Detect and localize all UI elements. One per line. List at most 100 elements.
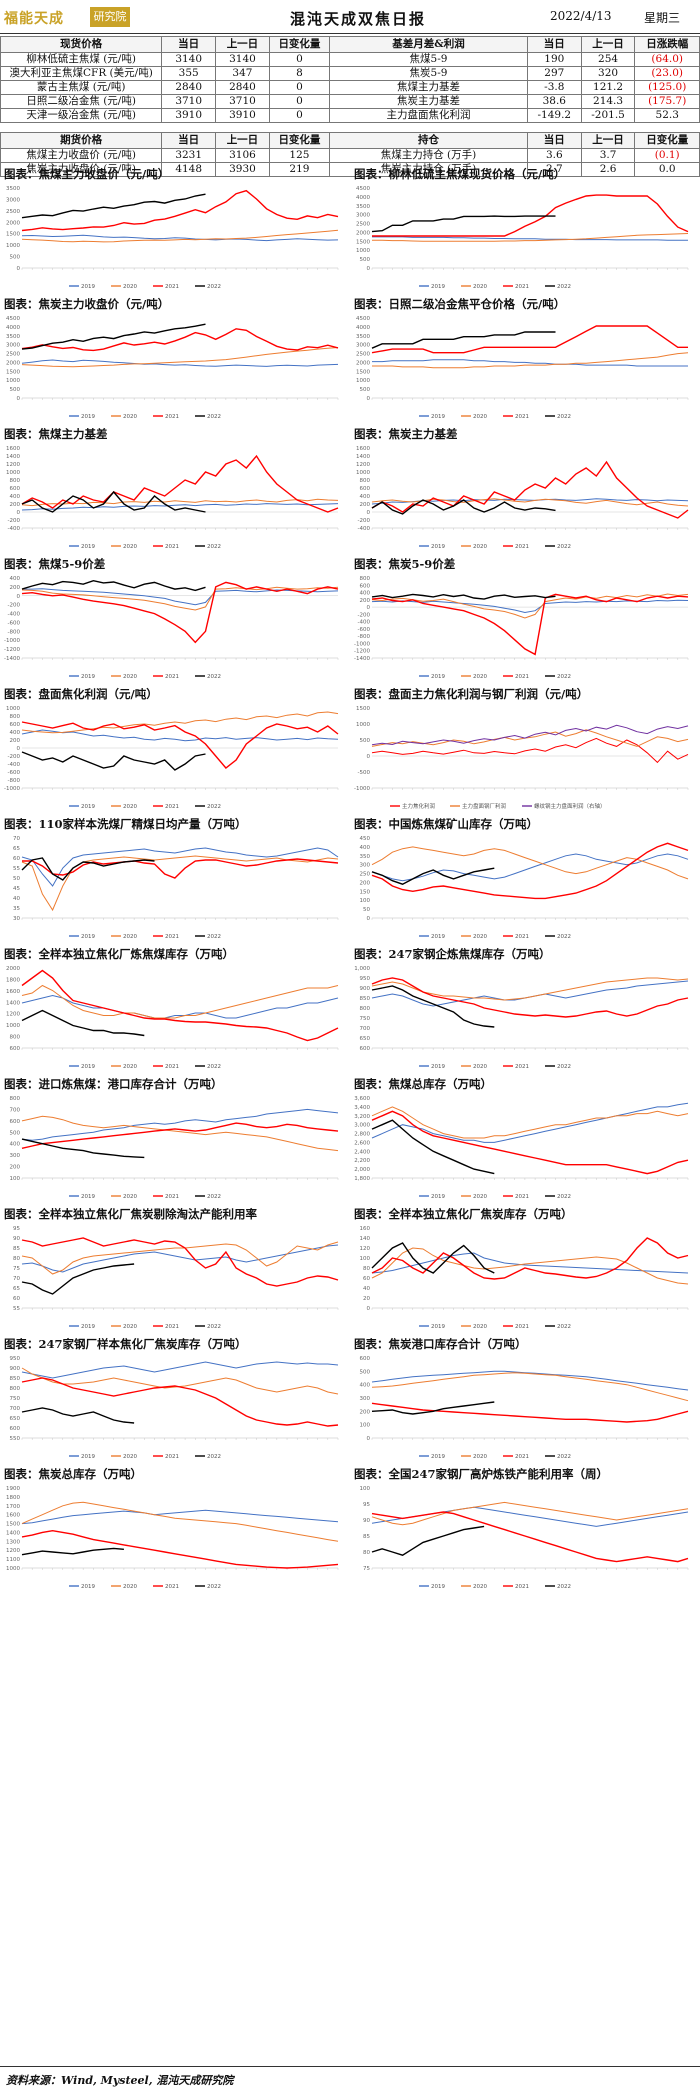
y-tick-label: 650 — [10, 1416, 21, 1422]
y-tick-label: 1000 — [356, 470, 370, 476]
legend-label: 2022 — [557, 544, 571, 550]
header-cell: 现货价格 — [0, 36, 163, 53]
y-tick-label: -200 — [8, 603, 21, 609]
y-tick-label: 1400 — [6, 1530, 20, 1536]
table-cell: 0 — [268, 94, 331, 109]
legend-label: 2019 — [431, 1064, 445, 1070]
line-chart: 1000 800 600 400 200 0 -200 -400 -600 -800 -1000 20… — [4, 706, 339, 810]
table-cell: 焦炭5-9 — [329, 66, 528, 81]
legend-label: 2020 — [473, 414, 487, 420]
y-tick-label: 75 — [363, 1566, 370, 1572]
y-tick-label: 1400 — [6, 1000, 20, 1006]
line-chart: 4500 4000 3500 3000 2500 2000 1500 1000 500 0 2019… — [356, 316, 689, 420]
series-line — [371, 1242, 495, 1274]
legend-label: 2020 — [123, 414, 137, 420]
y-tick-label: 500 — [10, 387, 21, 393]
series-line — [21, 711, 339, 734]
table-cell: 0 — [268, 52, 331, 67]
futures-table-header: 期货价格 当日 上一日 日变化量 持仓 当日 上一日 日变化量 — [0, 132, 700, 149]
y-tick-label: 100 — [360, 898, 371, 904]
series-line — [371, 1511, 689, 1563]
legend-label: 2020 — [123, 544, 137, 550]
table-cell: 焦煤主力收盘价 (元/吨) — [0, 148, 163, 163]
line-chart: 950 900 850 800 750 700 650 600 550 2019 2020 2021 2… — [10, 1356, 339, 1460]
y-tick-label: 1000 — [6, 243, 20, 249]
legend-label: 2020 — [123, 674, 137, 680]
y-tick-label: 1,800 — [354, 1176, 370, 1182]
table-row: 蒙古主焦煤 (元/吨) 2840 2840 0 焦煤主力基差 -3.8 121.2 (125.… — [0, 80, 700, 95]
line-chart: 450 400 350 300 250 200 150 100 50 0 2019 2020 2021 2… — [360, 836, 689, 940]
series-line — [21, 1138, 145, 1159]
y-tick-label: 600 — [10, 1119, 21, 1125]
logo-box-text: 研究院 — [93, 10, 127, 23]
legend-label: 主力焦化利润 — [402, 802, 436, 810]
table-cell: 8 — [268, 66, 331, 81]
y-tick-label: 2,000 — [354, 1167, 370, 1173]
legend-label: 2020 — [473, 1064, 487, 1070]
table-cell: 焦炭主力基差 — [329, 94, 528, 109]
y-tick-label: 2500 — [6, 209, 20, 215]
series-line — [21, 994, 339, 1019]
y-tick-label: 850 — [10, 1376, 21, 1382]
chart-panel: 图表：110家样本洗煤厂精煤日均产量（万吨） 70 65 60 55 50 45 40 35 30… — [0, 816, 350, 946]
y-tick-label: 400 — [10, 576, 21, 582]
legend-label: 2019 — [431, 934, 445, 940]
chart-panel: 图表：247家钢企炼焦煤库存（万吨） 1,000 950 900 850 800 750 70… — [350, 946, 700, 1076]
y-tick-label: 250 — [360, 872, 371, 878]
y-tick-label: 950 — [10, 1356, 21, 1362]
table-cell: 0.0 — [634, 162, 700, 177]
y-tick-label: 3500 — [6, 334, 20, 340]
company-logo: 福能天成 研究院 — [4, 5, 132, 29]
series-line — [371, 1237, 689, 1280]
table-row: 柳林低硫主焦煤 (元/吨) 3140 3140 0 焦煤5-9 190 254 (64.0) — [0, 52, 700, 67]
chart-title: 图表：焦炭港口库存合计（万吨） — [354, 1337, 527, 1351]
y-tick-label: 200 — [10, 585, 21, 591]
legend-label: 2020 — [123, 804, 137, 810]
y-tick-label: -800 — [8, 778, 21, 784]
y-tick-label: 40 — [363, 1286, 370, 1292]
series-line — [371, 867, 495, 885]
legend-label: 2021 — [165, 1584, 179, 1590]
y-tick-label: 55 — [13, 866, 20, 872]
y-tick-label: 1400 — [356, 454, 370, 460]
legend-label: 2021 — [165, 1064, 179, 1070]
legend-label: 2022 — [207, 804, 221, 810]
y-tick-label: 650 — [360, 1036, 371, 1042]
series-line — [371, 1119, 495, 1175]
report-date: 2022/4/13 — [550, 9, 612, 23]
line-chart: 800 700 600 500 400 300 200 100 2019 2020 2021 2022 — [10, 1096, 339, 1200]
legend-label: 2019 — [81, 284, 95, 290]
y-tick-label: 1000 — [356, 722, 370, 728]
y-tick-label: 1600 — [356, 446, 370, 452]
y-tick-label: 2500 — [356, 222, 370, 228]
legend-label: 2019 — [81, 1194, 95, 1200]
y-tick-label: 200 — [10, 1165, 21, 1171]
legend-label: 2022 — [557, 934, 571, 940]
y-tick-label: 750 — [10, 1396, 21, 1402]
table-cell: 焦煤主力持仓 (万手) — [329, 148, 528, 163]
y-tick-label: -400 — [358, 620, 371, 626]
series-line — [371, 1401, 495, 1415]
series-line — [371, 499, 556, 515]
y-tick-label: -1200 — [4, 647, 20, 653]
series-line — [371, 1110, 689, 1175]
series-line — [371, 593, 689, 619]
y-tick-label: 3,000 — [354, 1123, 370, 1129]
y-tick-label: -400 — [8, 762, 21, 768]
table-cell: 121.2 — [580, 80, 636, 95]
y-tick-label: 500 — [360, 387, 371, 393]
y-tick-label: 750 — [360, 1016, 371, 1022]
y-tick-label: -200 — [8, 518, 21, 524]
legend-label: 2022 — [207, 1194, 221, 1200]
chart-panel: 图表：中国炼焦煤矿山库存（万吨） 450 400 350 300 250 200 150 100… — [350, 816, 700, 946]
chart-panel: 图表：焦炭主力基差 1600 1400 1200 1000 800 600 400 200 0 -2… — [350, 426, 700, 556]
header-cell: 上一日 — [215, 132, 270, 149]
y-tick-label: 4500 — [356, 316, 370, 322]
chart-title: 图表：全国247家钢厂高炉炼铁产能利用率（周） — [354, 1467, 609, 1481]
legend-label: 2021 — [165, 934, 179, 940]
series-line — [371, 977, 689, 1018]
y-tick-label: 1000 — [6, 1023, 20, 1029]
chart-panel: 图表：焦煤5-9价差 400 200 0 -200 -400 -600 -800 -1000 -1… — [0, 556, 350, 686]
series-line — [21, 1237, 339, 1287]
report-weekday: 星期三 — [644, 11, 681, 25]
